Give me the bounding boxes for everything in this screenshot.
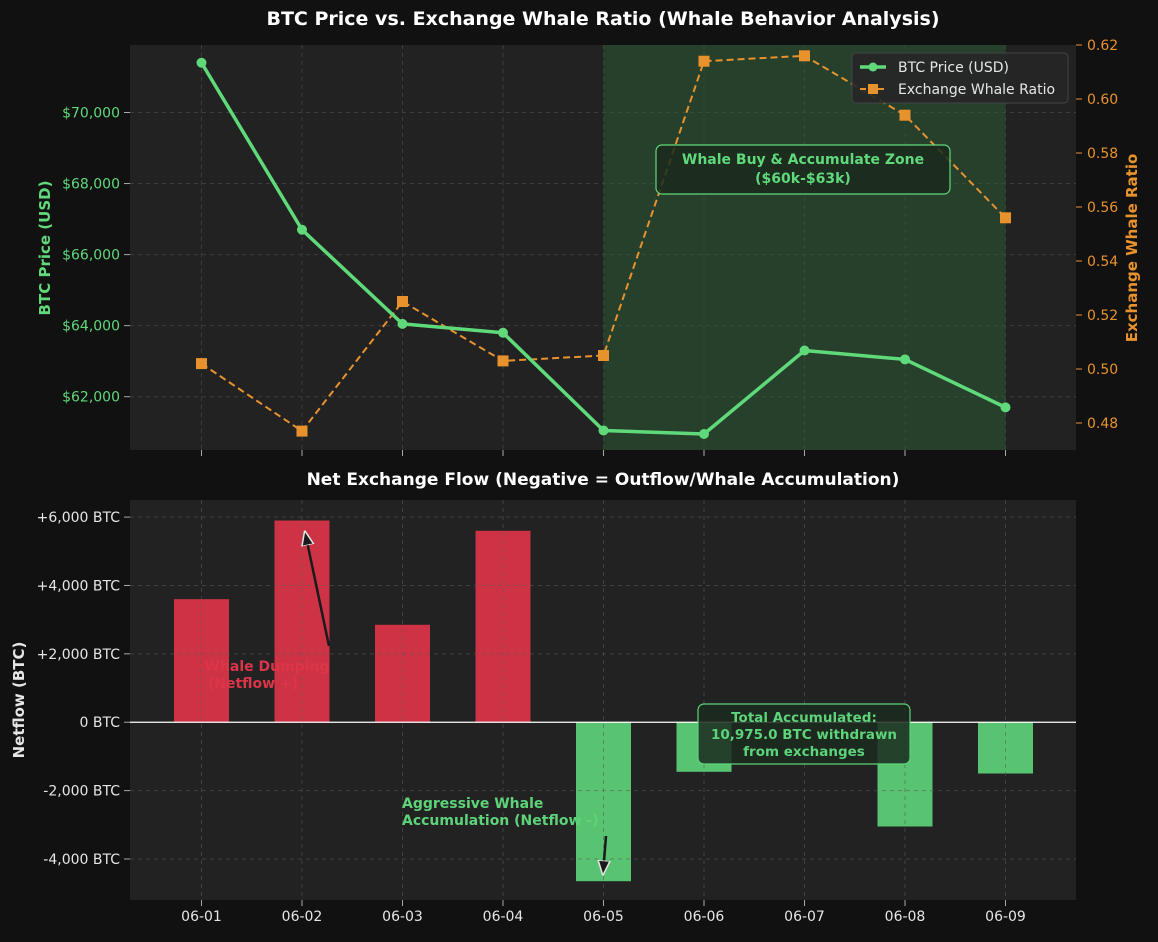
left-axis-label: BTC Price (USD): [36, 181, 54, 316]
bottom-y-tick-label-4: +4,000 BTC: [37, 578, 121, 594]
price-point-4: [598, 425, 609, 436]
price-point-7: [900, 354, 910, 365]
left-tick-label-0: $62,000: [62, 390, 120, 406]
ratio-point-7: [899, 109, 911, 121]
right-axis-label: Exchange Whale Ratio: [1123, 154, 1141, 343]
left-tick-label-2: $66,000: [62, 248, 120, 264]
ratio-point-1: [296, 425, 308, 437]
x-tick-label-4: 06-05: [583, 909, 624, 925]
legend-ratio-marker: [868, 84, 878, 94]
ratio-point-0: [196, 358, 207, 370]
total-accumulated-line3: from exchanges: [743, 744, 865, 760]
price-point-8: [1000, 402, 1011, 413]
right-tick-label-1: 0.50: [1087, 362, 1118, 378]
price-point-3: [498, 327, 508, 338]
right-tick-label-0: 0.48: [1087, 416, 1118, 432]
left-tick-label-1: $64,000: [62, 319, 120, 335]
whale-zone-shading: [603, 45, 1006, 450]
legend-price-marker: [868, 62, 878, 72]
price-point-1: [297, 224, 307, 235]
x-tick-label-2: 06-03: [382, 909, 423, 925]
left-tick-label-4: $70,000: [62, 106, 120, 122]
x-tick-label-8: 06-09: [985, 909, 1026, 925]
right-tick-label-6: 0.60: [1087, 92, 1118, 108]
right-tick-label-7: 0.62: [1087, 38, 1118, 54]
x-tick-label-7: 06-08: [885, 909, 926, 925]
dumping-annotation-line2: (Netflow +): [208, 676, 298, 692]
dumping-annotation-line1: Whale Dumping: [204, 659, 329, 675]
right-tick-label-3: 0.54: [1087, 254, 1118, 270]
total-accumulated-line1: Total Accumulated:: [731, 710, 877, 726]
right-tick-label-2: 0.52: [1087, 308, 1118, 324]
ratio-point-3: [497, 355, 509, 367]
legend-ratio-label: Exchange Whale Ratio: [898, 82, 1055, 98]
bottom-y-tick-label-3: +2,000 BTC: [37, 647, 121, 663]
x-tick-label-6: 06-07: [784, 909, 825, 925]
zone-label-box: [655, 144, 951, 195]
bottom-y-tick-label-1: -2,000 BTC: [43, 784, 120, 800]
btc-price-series: [196, 57, 1011, 440]
bottom-chart-title: Net Exchange Flow (Negative = Outflow/Wh…: [307, 470, 900, 490]
price-point-6: [799, 345, 810, 356]
zone-label-line1: Whale Buy & Accumulate Zone: [682, 152, 924, 168]
top-chart-title: BTC Price vs. Exchange Whale Ratio (Whal…: [266, 8, 939, 30]
ratio-point-6: [799, 50, 810, 62]
total-accumulated-box: [697, 703, 911, 765]
x-tick-label-1: 06-02: [282, 909, 323, 925]
bottom-y-tick-label-2: 0 BTC: [80, 715, 121, 731]
accumulation-arrow: [603, 835, 606, 874]
ratio-point-2: [397, 296, 408, 307]
price-point-2: [397, 318, 408, 329]
netflow-bar-3: [475, 530, 531, 723]
legend-price-label: BTC Price (USD): [898, 60, 1009, 76]
right-tick-label-4: 0.56: [1087, 200, 1118, 216]
bottom-axis-label: Netflow (BTC): [10, 642, 28, 759]
legend-box: [851, 52, 1069, 104]
accumulation-annotation-line2: Accumulation (Netflow -): [402, 813, 598, 829]
ratio-point-5: [698, 55, 710, 67]
bottom-axes: -4,000 BTC -2,000 BTC 0 BTC +2,000 BTC +4,00…: [37, 510, 1026, 925]
ratio-point-4: [598, 350, 609, 361]
price-point-5: [699, 429, 709, 440]
left-tick-label-3: $68,000: [62, 177, 120, 193]
bottom-y-tick-label-0: -4,000 BTC: [43, 852, 120, 868]
dumping-arrow: [305, 532, 331, 647]
zone-label-line2: ($60k-$63k): [755, 171, 851, 187]
right-tick-label-5: 0.58: [1087, 146, 1118, 162]
price-point-0: [196, 57, 207, 68]
bottom-y-tick-label-5: +6,000 BTC: [37, 510, 121, 526]
top-axes: $62,000 $64,000 $66,000 $68,000 $70,000 0.48 0…: [62, 38, 1118, 456]
x-tick-label-3: 06-04: [483, 909, 524, 925]
x-tick-label-5: 06-06: [684, 909, 725, 925]
netflow-bar-2: [375, 624, 430, 723]
ratio-point-8: [1000, 212, 1011, 224]
total-accumulated-line2: 10,975.0 BTC withdrawn: [711, 727, 897, 743]
x-tick-label-0: 06-01: [181, 909, 222, 925]
accumulation-annotation-line1: Aggressive Whale: [402, 796, 543, 812]
